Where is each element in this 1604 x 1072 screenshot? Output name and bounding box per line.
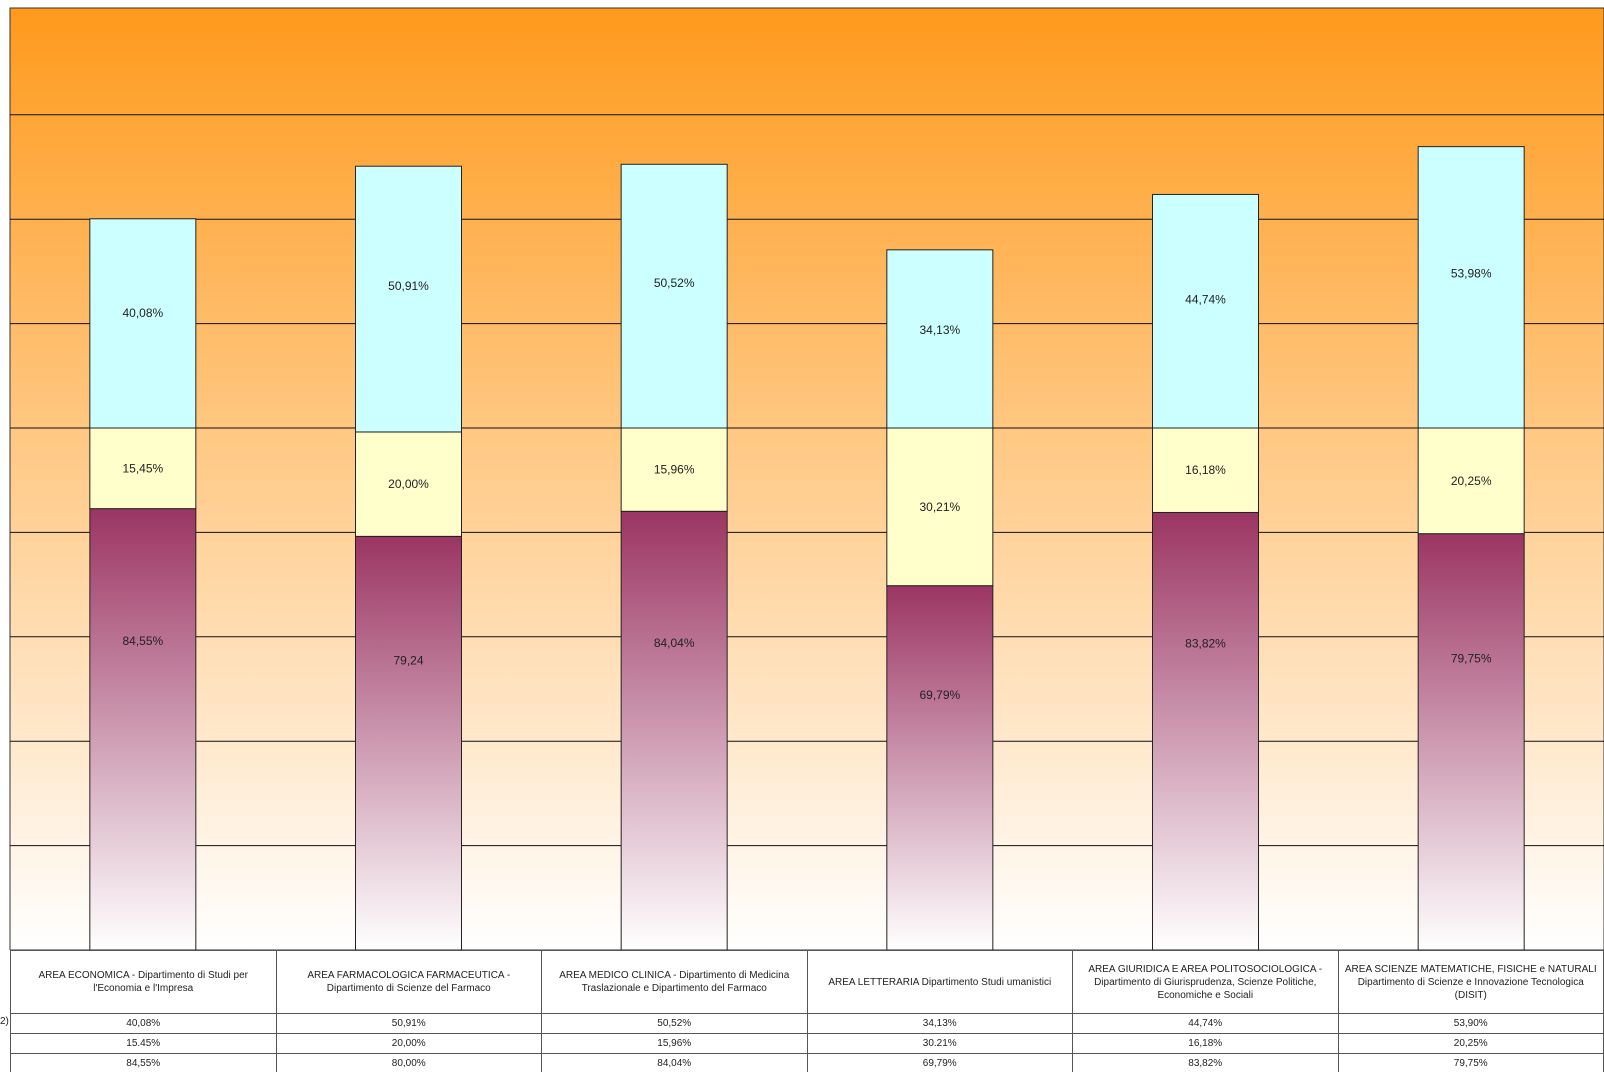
- bar-segment-1-2: [620, 427, 728, 512]
- table-cell-1-2: 15,96%: [541, 1033, 808, 1054]
- bar-segment-2-1: [355, 165, 462, 433]
- bar-segment-1-1: [355, 431, 462, 537]
- bar-segment-2-2: [620, 163, 728, 429]
- table-cell-2-0: 40,08%: [10, 1013, 277, 1034]
- table-cell-1-4: 16,18%: [1072, 1033, 1339, 1054]
- table-cell-2-2: 50,52%: [541, 1013, 808, 1034]
- table-cell-0-0: 84,55%: [10, 1053, 277, 1072]
- table-category-2: AREA MEDICO CLINICA - Dipartimento di Me…: [541, 950, 808, 1014]
- bar-value-label-0-3: 69,79%: [919, 688, 960, 702]
- table-cell-0-1: 80,00%: [275, 1053, 542, 1072]
- bar-value-label-1-1: 20,00%: [388, 477, 429, 491]
- bar-value-label-1-4: 16,18%: [1185, 463, 1226, 477]
- table-cell-2-4: 44,74%: [1072, 1013, 1339, 1034]
- bar-segment-2-0: [89, 218, 197, 429]
- bar-segment-2-5: [1417, 146, 1525, 429]
- table-category-5: AREA SCIENZE MATEMATICHE, FISICHE e NATU…: [1337, 950, 1604, 1014]
- bar-value-label-2-1: 50,91%: [388, 279, 429, 293]
- table-category-3: AREA LETTERARIA Dipartimento Studi umani…: [806, 950, 1073, 1014]
- bar-segment-0-0: [89, 508, 197, 950]
- table-cell-1-3: 30.21%: [806, 1033, 1073, 1054]
- table-cell-0-3: 69,79%: [806, 1053, 1073, 1072]
- bar-value-label-2-5: 53,98%: [1451, 266, 1492, 280]
- stacked-bar-chart: 84,55% 15,45% 40,08% 79,24 20,00% 50,91% 84,04…: [9, 7, 1604, 950]
- bar-value-label-2-0: 40,08%: [122, 306, 163, 320]
- table-cell-0-2: 84,04%: [541, 1053, 808, 1072]
- bar-value-label-2-2: 50,52%: [654, 276, 695, 290]
- bar-value-label-1-0: 15,45%: [122, 461, 163, 475]
- bar-value-label-0-5: 79,75%: [1451, 652, 1492, 666]
- bar-value-label-0-4: 83,82%: [1185, 637, 1226, 651]
- bar-segment-2-3: [886, 249, 994, 429]
- table-cell-1-5: 20,25%: [1337, 1033, 1604, 1054]
- bar-value-label-0-2: 84,04%: [654, 636, 695, 650]
- data-table: AREA ECONOMICA - Dipartimento di Studi p…: [10, 950, 1604, 1072]
- table-cell-2-3: 34,13%: [806, 1013, 1073, 1034]
- bar-value-label-1-2: 15,96%: [654, 463, 695, 477]
- bar-value-label-0-1: 79,24: [393, 653, 423, 667]
- table-cell-1-0: 15.45%: [10, 1033, 277, 1054]
- table-category-1: AREA FARMACOLOGICA FARMACEUTICA - Dipart…: [275, 950, 542, 1014]
- plot-area: [9, 7, 1604, 950]
- bar-segment-0-2: [620, 510, 728, 950]
- bar-segment-1-4: [1152, 427, 1259, 513]
- bar-segment-0-1: [355, 535, 462, 950]
- bar-segment-1-5: [1417, 427, 1525, 535]
- bar-segment-0-4: [1152, 511, 1259, 950]
- table-cell-2-1: 50,91%: [275, 1013, 542, 1034]
- table-cell-0-4: 83,82%: [1072, 1053, 1339, 1072]
- bar-value-label-1-3: 30,21%: [919, 500, 960, 514]
- bar-segment-1-3: [886, 427, 994, 587]
- bar-segment-0-5: [1417, 533, 1525, 950]
- table-category-4: AREA GIURIDICA E AREA POLITOSOCIOLOGICA …: [1072, 950, 1339, 1014]
- table-cell-0-5: 79,75%: [1337, 1053, 1604, 1072]
- bar-segment-1-0: [89, 427, 197, 510]
- bar-value-label-0-0: 84,55%: [122, 634, 163, 648]
- table-category-0: AREA ECONOMICA - Dipartimento di Studi p…: [10, 950, 277, 1014]
- bar-value-label-2-4: 44,74%: [1185, 293, 1226, 307]
- bar-value-label-1-5: 20,25%: [1451, 474, 1492, 488]
- bar-segment-2-4: [1152, 193, 1259, 429]
- table-cell-2-5: 53,90%: [1337, 1013, 1604, 1034]
- bar-segment-0-3: [886, 585, 994, 950]
- row-stub: 2): [0, 1016, 9, 1027]
- table-cell-1-1: 20,00%: [275, 1033, 542, 1054]
- bar-value-label-2-3: 34,13%: [919, 323, 960, 337]
